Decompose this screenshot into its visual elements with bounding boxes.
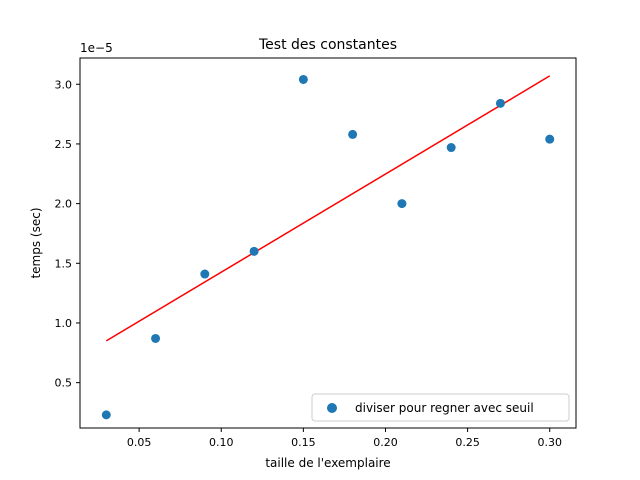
- scatter-point: [200, 269, 210, 279]
- x-tick-label: 0.25: [455, 436, 480, 449]
- scatter-point: [249, 246, 259, 256]
- y-tick-label: 2.5: [55, 138, 73, 151]
- scatter-point: [348, 129, 358, 139]
- x-axis-ticks: 0.05 0.10 0.15 0.20 0.25 0.30: [127, 428, 562, 449]
- y-offset-label: 1e−5: [80, 41, 113, 55]
- x-tick-label: 0.10: [209, 436, 234, 449]
- y-tick-label: 3.0: [55, 78, 73, 91]
- axes-frame: [79, 57, 577, 429]
- scatter-point: [545, 134, 555, 144]
- scatter-point: [446, 143, 456, 153]
- legend-label: diviser pour regner avec seuil: [355, 401, 534, 415]
- scatter-point: [397, 199, 407, 209]
- x-tick-label: 0.30: [537, 436, 562, 449]
- y-tick-label: 1.5: [55, 257, 73, 270]
- legend-marker: [327, 403, 337, 413]
- x-tick-label: 0.05: [127, 436, 152, 449]
- scatter-point: [101, 410, 111, 420]
- scatter-point: [298, 74, 308, 84]
- y-tick-label: 1.0: [55, 317, 73, 330]
- regression-line: [105, 75, 551, 342]
- legend-box: [311, 393, 570, 422]
- chart-title: Test des constantes: [258, 37, 397, 53]
- y-tick-label: 0.5: [55, 377, 73, 390]
- x-axis-label: taille de l'exemplaire: [265, 456, 390, 470]
- x-tick-label: 0.20: [373, 436, 398, 449]
- x-tick-label: 0.15: [291, 436, 316, 449]
- plot-area: [101, 74, 555, 420]
- scatter-point: [495, 98, 505, 108]
- y-tick-label: 2.0: [55, 198, 73, 211]
- legend: diviser pour regner avec seuil: [311, 393, 570, 422]
- y-axis-label: temps (sec): [29, 207, 43, 278]
- scatter-point: [151, 333, 161, 343]
- y-axis-ticks: 0.5 1.0 1.5 2.0 2.5 3.0: [55, 78, 80, 390]
